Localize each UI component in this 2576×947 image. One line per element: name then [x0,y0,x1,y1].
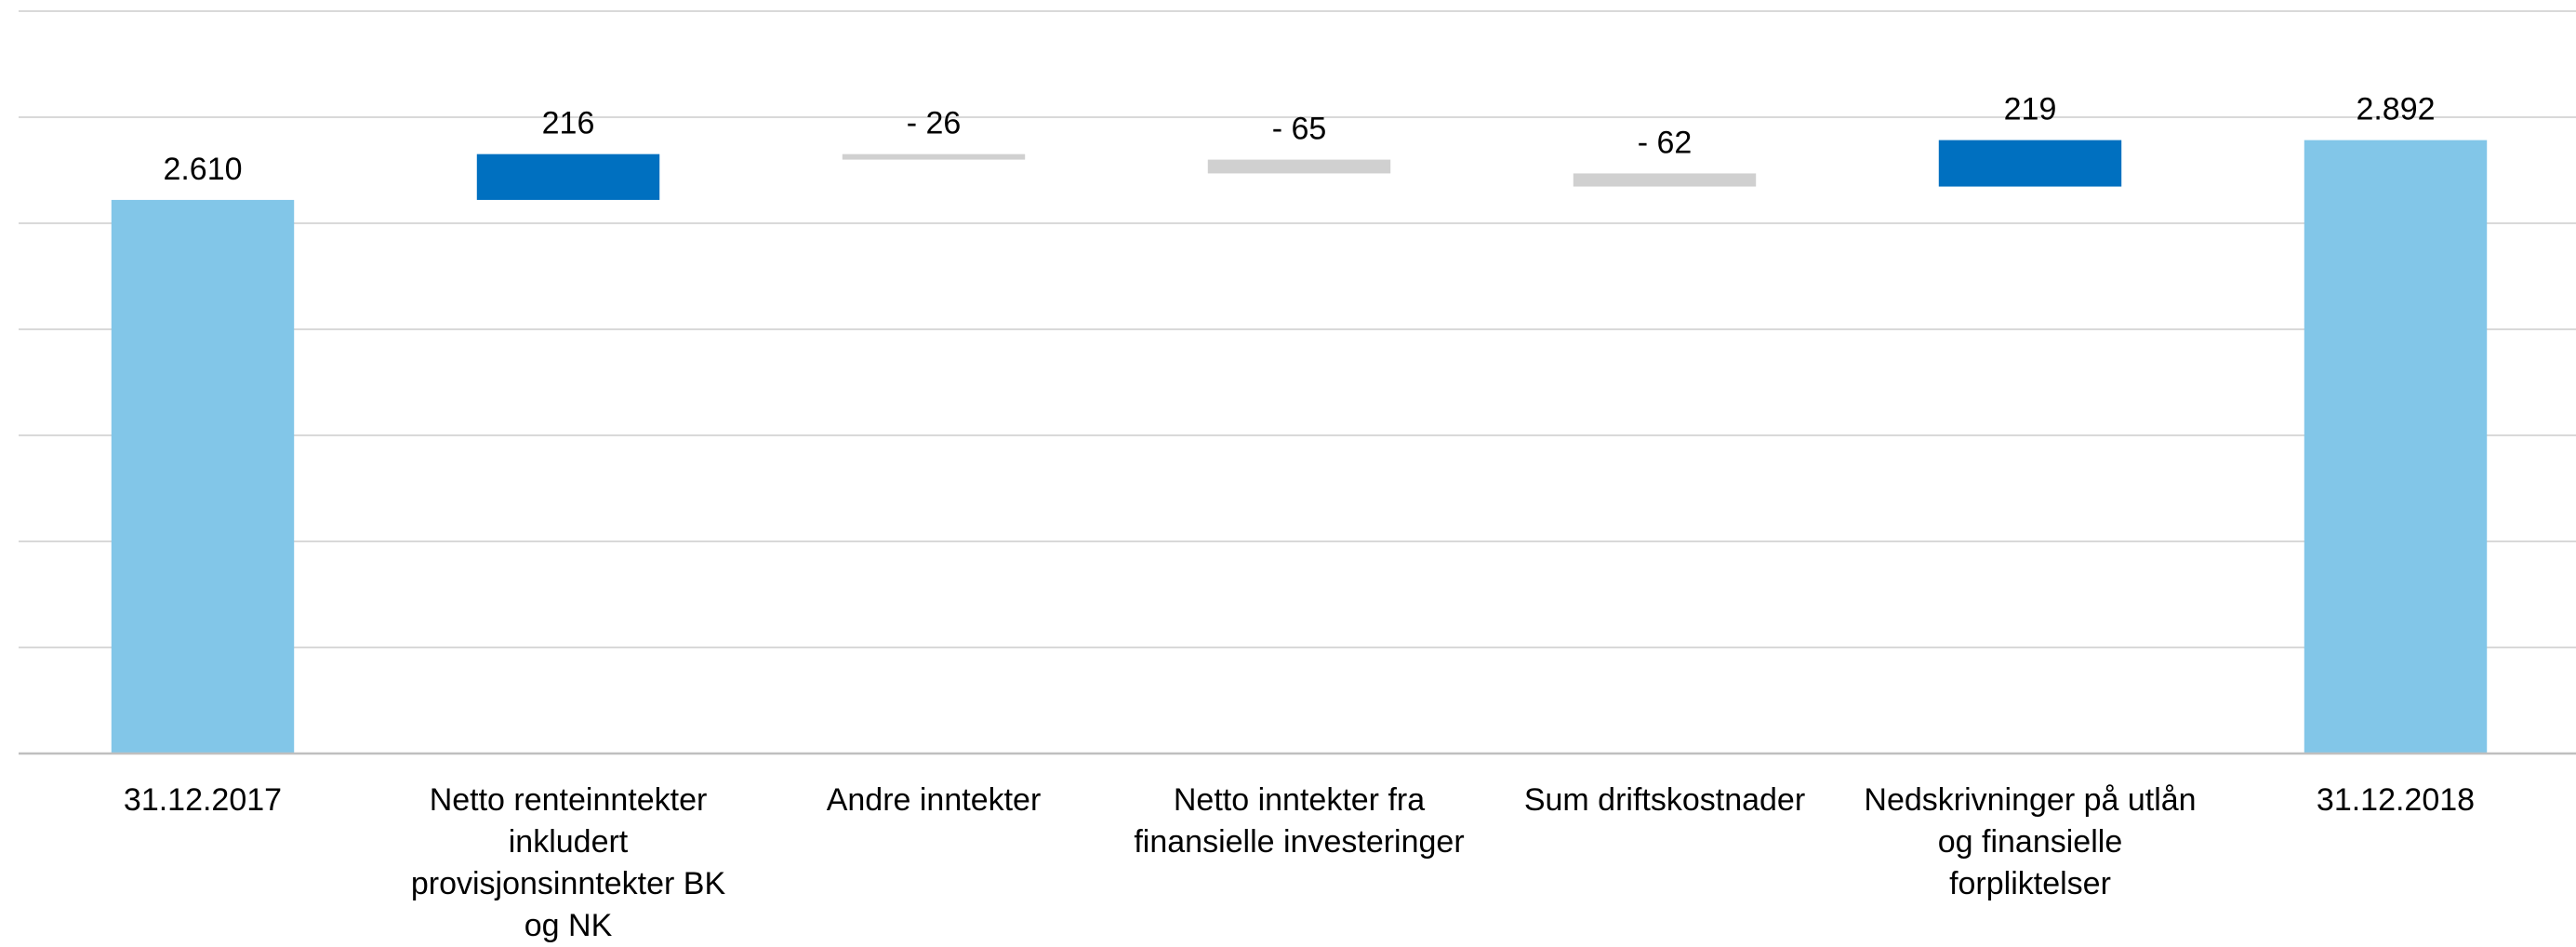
data-label: 2.892 [2356,92,2435,127]
data-label: 216 [542,106,595,141]
bar-total [111,199,295,754]
data-label: 219 [2004,92,2057,127]
bar-decrease [1207,159,1391,174]
bar-decrease [842,153,1026,160]
category-label: Sum driftskostnader [1523,782,1806,818]
category-label: Nedskrivninger på utlån og finansielle f… [1864,782,2197,901]
category-label: Netto inntekter fra finansielle invester… [1134,782,1465,860]
gridlines [19,10,2576,648]
data-label: - 65 [1272,112,1327,147]
category-label: Andre inntekter [826,782,1042,818]
data-label: 2.610 [163,152,242,187]
bar-increase [476,153,660,200]
bar-increase [1938,140,2122,187]
bars [111,140,2488,754]
bar-decrease [1573,173,1757,187]
data-labels: 2.610 216 - 26 - 65 - 62 219 2.892 [163,92,2435,187]
category-label: Netto renteinntekter inkludert provisjon… [410,782,726,943]
category-label: 31.12.2017 [123,782,283,818]
data-label: - 62 [1638,125,1693,160]
data-label: - 26 [907,106,962,141]
category-label: 31.12.2018 [2316,782,2476,818]
bar-total [2304,140,2488,754]
